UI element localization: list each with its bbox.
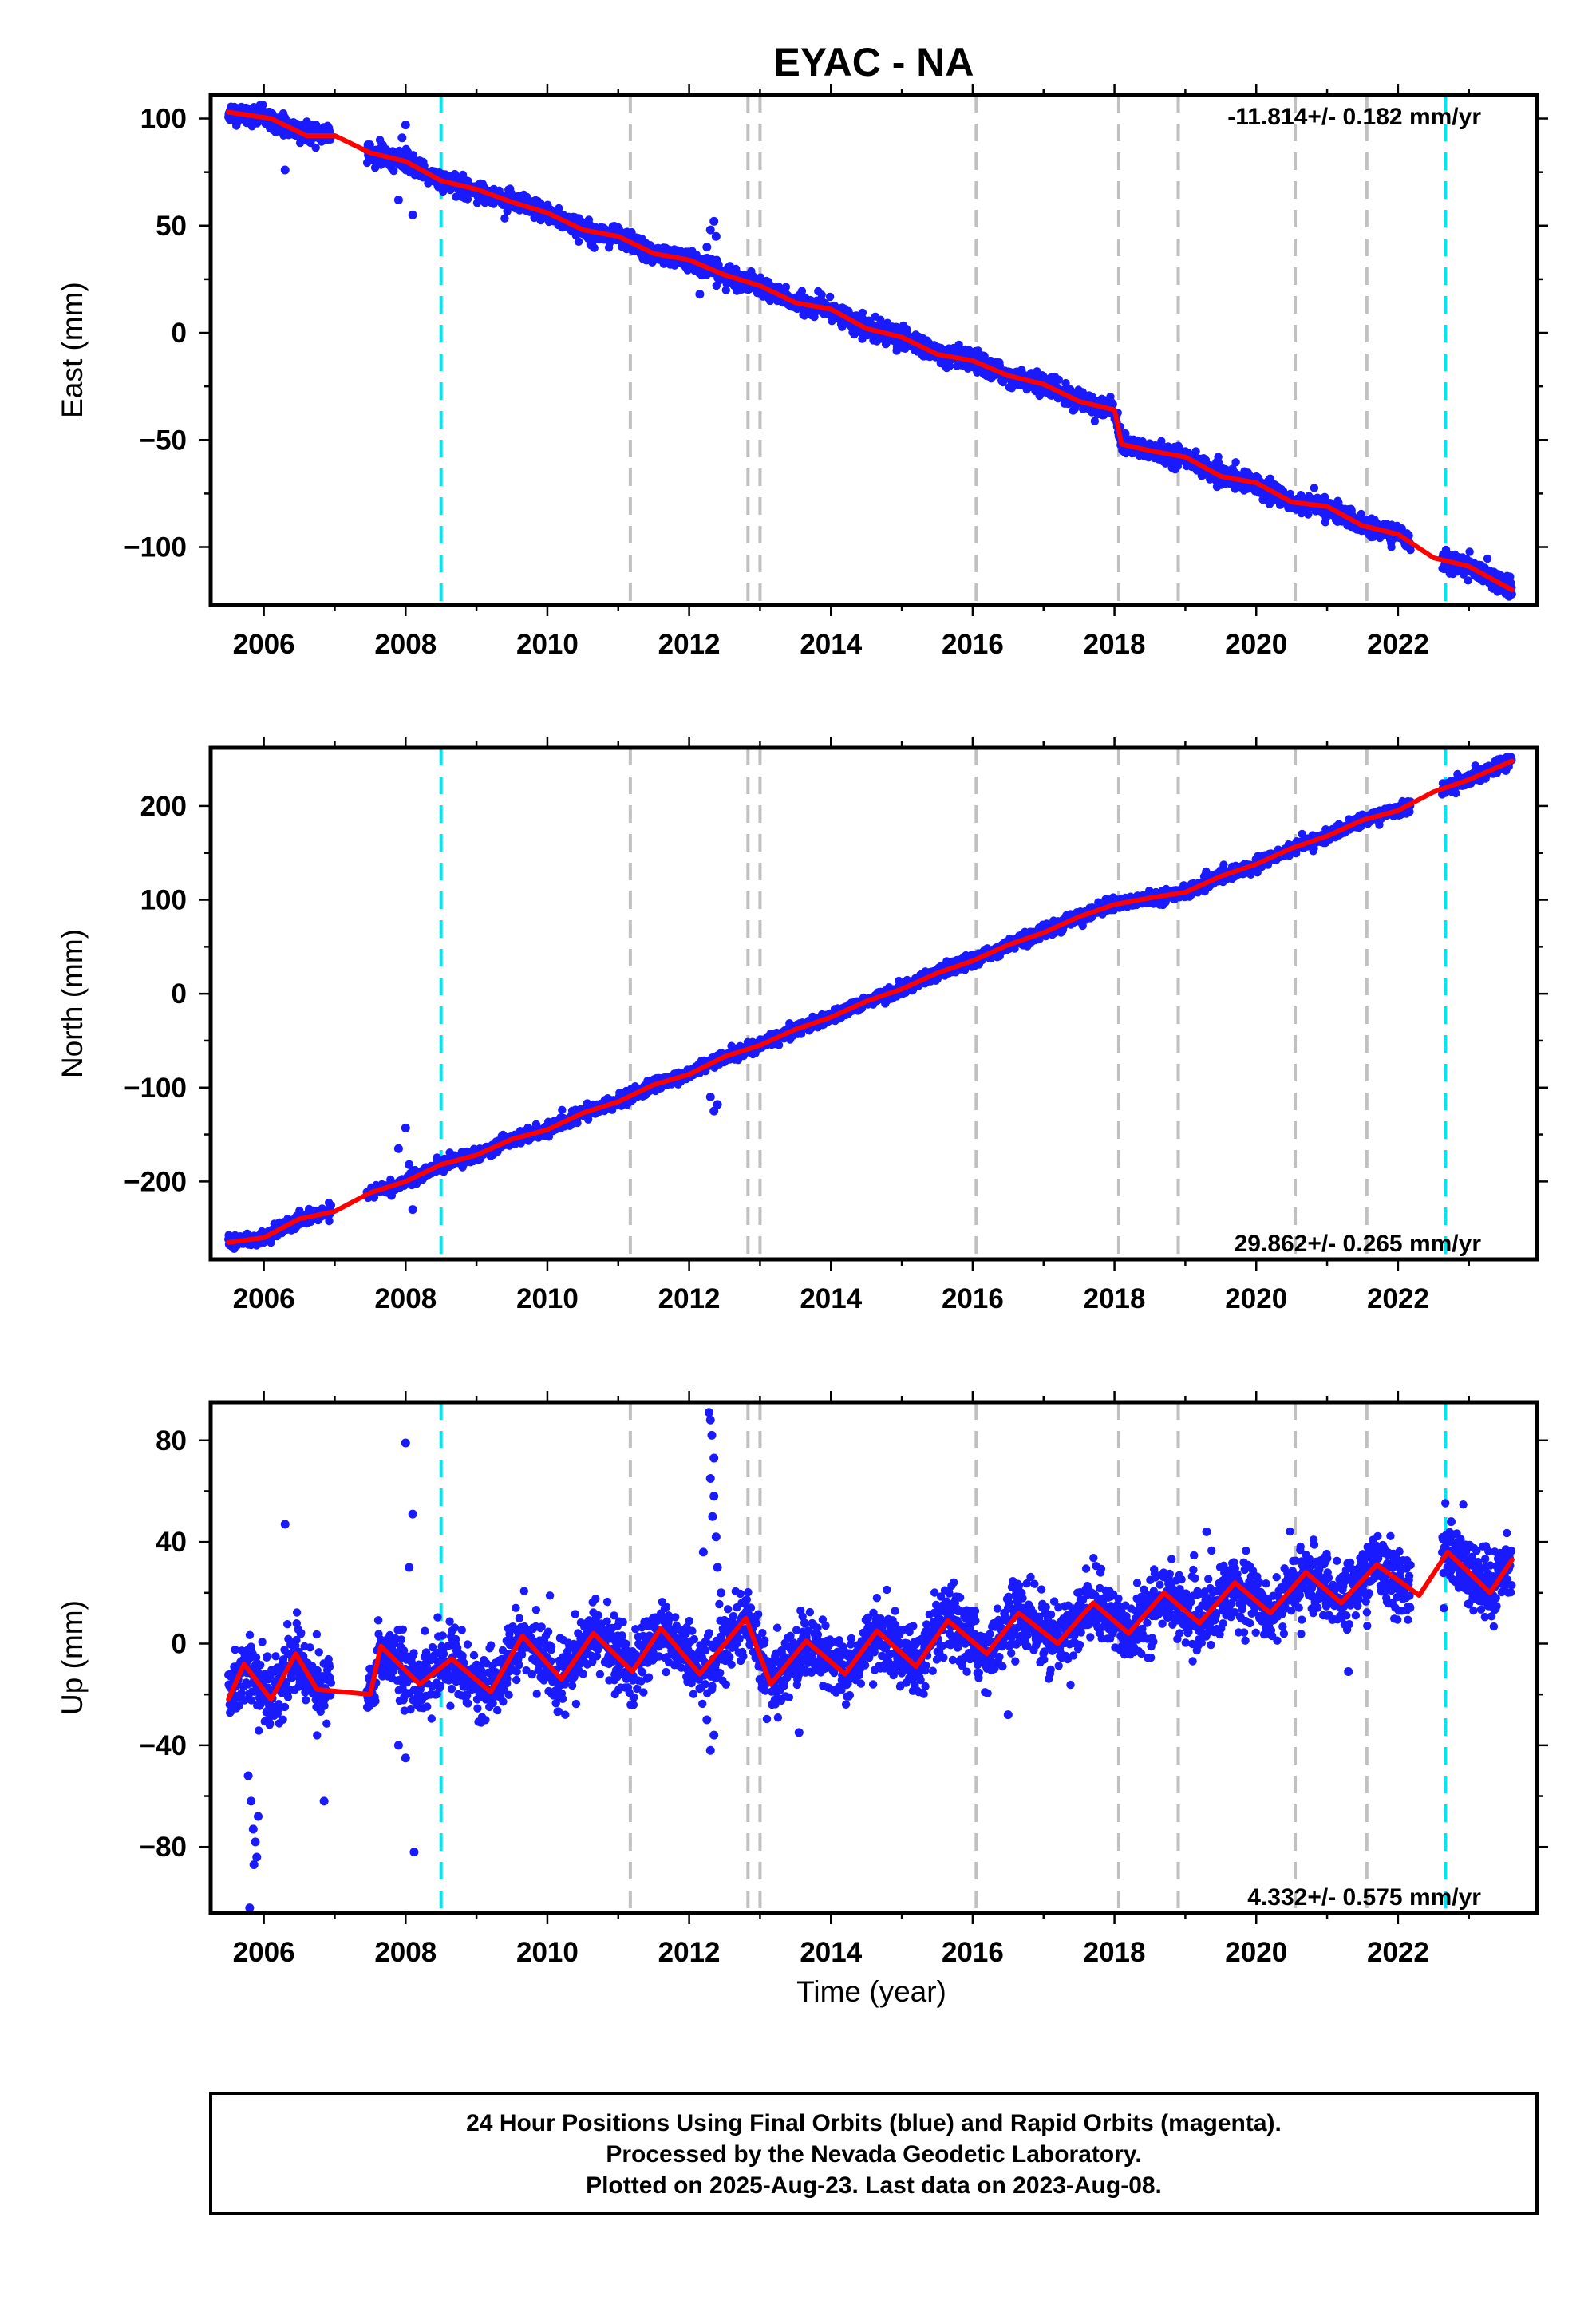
east-x-tick-label-6: 2018 — [1084, 629, 1146, 660]
east-x-tick-label-2: 2010 — [516, 629, 579, 660]
east-outlier-point-1 — [393, 196, 403, 205]
east-x-tick-label-3: 2012 — [658, 629, 721, 660]
north-data-point — [326, 1201, 336, 1210]
east-y-tick-label-2: 0 — [172, 318, 187, 349]
east-x-tick-label-4: 2014 — [800, 629, 862, 660]
east-data-point — [1507, 590, 1516, 599]
east-data-point — [1214, 453, 1223, 461]
north-plot-area — [224, 748, 1516, 1259]
east-data-point — [721, 286, 730, 294]
east-outlier-point-2 — [408, 210, 417, 219]
east-data-point — [800, 311, 809, 320]
east-model-line — [226, 109, 1515, 593]
east-data-point — [1464, 576, 1472, 585]
chart-title: EYAC - NA — [774, 40, 974, 85]
east-panel: 2006 2008 2010 2012 2014 2016 2018 2020 2022 100 5… — [56, 84, 1548, 660]
east-x-tick-label-7: 2020 — [1225, 629, 1287, 660]
east-outlier-point-4 — [397, 133, 407, 143]
east-data-point — [858, 308, 867, 318]
east-data-point — [1108, 400, 1117, 409]
east-data-point — [781, 283, 791, 291]
east-x-tick-label-0: 2006 — [233, 629, 295, 660]
east-y-tick-label-0: 100 — [140, 104, 187, 135]
east-outlier-point-8 — [711, 231, 721, 241]
east-x-tick-label-1: 2008 — [374, 629, 437, 660]
east-data-point — [1321, 514, 1330, 523]
east-data-point — [797, 287, 807, 295]
east-data-point — [500, 214, 509, 223]
east-y-axis-label: East (mm) — [56, 282, 89, 418]
east-data-point — [1310, 484, 1319, 492]
east-rate-label: -11.814+/- 0.182 mm/yr — [1227, 104, 1481, 130]
east-frame — [208, 93, 1539, 607]
north-data-point — [774, 1041, 784, 1049]
east-x-tick-label-5: 2016 — [942, 629, 1004, 660]
east-data-point — [574, 237, 583, 246]
east-data-point — [876, 315, 885, 324]
north-data-point — [573, 1118, 582, 1128]
north-data-point — [558, 1105, 567, 1115]
east-data-point — [1506, 572, 1515, 581]
east-data-point — [1121, 429, 1130, 438]
east-outlier-point-0 — [280, 165, 290, 175]
east-data-point — [825, 292, 835, 302]
east-data-point — [1304, 510, 1313, 519]
east-data-point — [389, 166, 398, 176]
east-data-point — [555, 204, 563, 213]
east-data-point — [1406, 546, 1415, 555]
east-outlier-point-6 — [705, 225, 715, 235]
east-data-point — [1465, 547, 1474, 556]
east-plot-area — [224, 95, 1516, 605]
east-y-tick-label-1: 50 — [156, 211, 187, 242]
east-y-tick-label-3: −50 — [140, 425, 187, 456]
east-data-point — [1387, 543, 1396, 551]
east-data-point — [311, 143, 320, 152]
east-data-point — [1483, 554, 1492, 563]
east-data-point — [1022, 385, 1031, 394]
east-data-point — [1231, 458, 1240, 467]
east-y-tick-label-4: −100 — [124, 532, 187, 563]
east-data-point — [1157, 437, 1166, 445]
east-outlier-point-9 — [702, 243, 712, 252]
east-data-point — [590, 243, 598, 252]
north-panel: 2006 2008 2010 2012 2014 2016 2018 2020 20222001… — [56, 737, 1548, 1314]
east-data-point — [1054, 375, 1063, 384]
east-data-point — [1191, 447, 1200, 456]
east-data-point — [1090, 417, 1100, 425]
east-x-tick-label-8: 2022 — [1367, 629, 1429, 660]
north-data-point — [325, 1216, 334, 1226]
east-outlier-point-5 — [695, 290, 705, 299]
east-outlier-point-3 — [401, 121, 410, 130]
east-outlier-point-7 — [709, 216, 719, 226]
east-data-point — [259, 101, 267, 109]
east-data-point — [817, 290, 826, 299]
